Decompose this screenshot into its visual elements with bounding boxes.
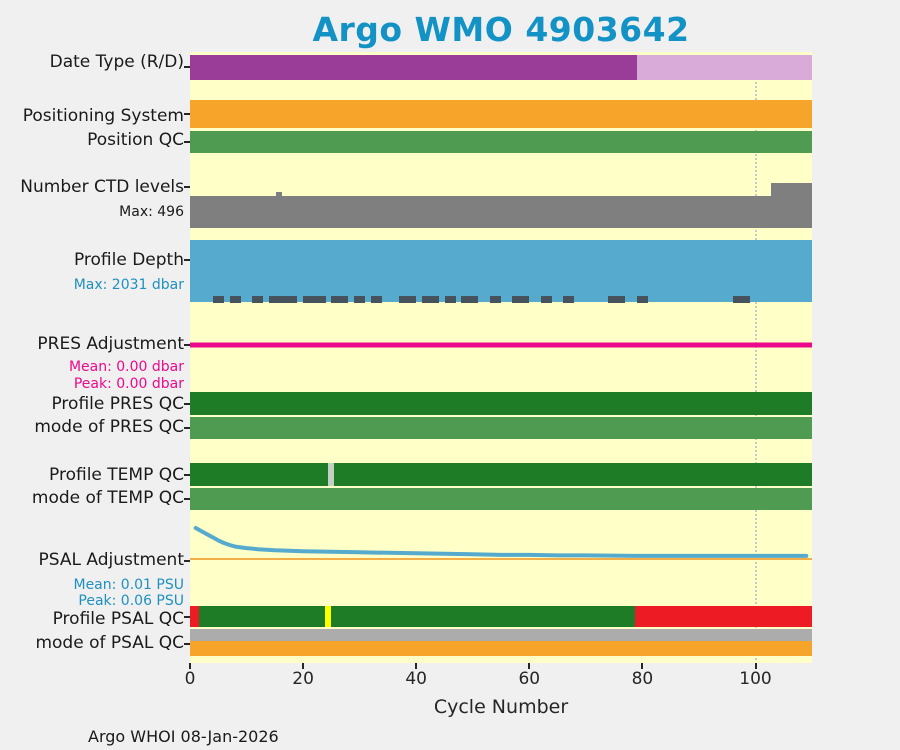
profile-depth-depth-mark bbox=[252, 296, 264, 303]
x-axis-tick-label: 80 bbox=[631, 669, 654, 689]
psal-adjustment-zero-line-bar bbox=[190, 558, 812, 560]
profile-depth-depth-mark bbox=[303, 296, 326, 303]
label-psal-peak: Peak: 0.06 PSU bbox=[78, 593, 184, 609]
y-axis-tick bbox=[184, 403, 190, 405]
date-type-bar bbox=[190, 55, 637, 80]
mode-of-psal-qc-bar bbox=[190, 629, 812, 641]
x-axis-tick bbox=[189, 663, 191, 669]
label-mode-of-temp-qc: mode of TEMP QC bbox=[31, 488, 184, 508]
y-axis-tick bbox=[184, 141, 190, 143]
y-axis-tick bbox=[184, 498, 190, 500]
profile-temp-qc-bar bbox=[333, 463, 812, 486]
profile-depth-depth-mark bbox=[461, 296, 479, 303]
label-profile-depth: Profile Depth bbox=[73, 250, 184, 270]
label-pres-peak: Peak: 0.00 dbar bbox=[73, 376, 184, 392]
figure-title: Argo WMO 4903642 bbox=[312, 10, 690, 49]
y-axis-tick bbox=[184, 186, 190, 188]
profile-depth-depth-mark bbox=[354, 296, 366, 303]
label-profile-temp-qc: Profile TEMP QC bbox=[49, 465, 184, 485]
profile-depth-depth-mark bbox=[540, 296, 552, 303]
y-axis-tick bbox=[184, 259, 190, 261]
label-psal-mean: Mean: 0.01 PSU bbox=[73, 577, 184, 593]
label-pres-adjustment: PRES Adjustment bbox=[37, 334, 184, 354]
x-axis-tick-label: 60 bbox=[518, 669, 541, 689]
label-profile-psal-qc: Profile PSAL QC bbox=[52, 609, 184, 629]
profile-depth-depth-mark bbox=[489, 296, 501, 303]
x-axis-tick-label: 100 bbox=[739, 669, 772, 689]
profile-psal-qc-bar bbox=[325, 606, 331, 627]
plot-area bbox=[190, 52, 812, 663]
y-axis-tick bbox=[184, 113, 190, 115]
profile-psal-qc-bar bbox=[190, 606, 199, 627]
psal-adjustment-line bbox=[193, 526, 809, 558]
mode-of-pres-qc-bar bbox=[190, 417, 812, 439]
x-axis-tick-label: 40 bbox=[405, 669, 427, 689]
profile-depth-depth-mark bbox=[229, 296, 241, 303]
number-ctd-levels-bar bbox=[190, 196, 812, 228]
label-number-ctd-levels: Number CTD levels bbox=[20, 177, 184, 197]
profile-psal-qc-bar bbox=[635, 606, 812, 627]
label-profile-pres-qc: Profile PRES QC bbox=[51, 394, 184, 414]
cycle-100-marker-line bbox=[754, 55, 757, 660]
label-mode-of-psal-qc: mode of PSAL QC bbox=[35, 633, 184, 653]
profile-psal-qc-bar bbox=[330, 606, 635, 627]
label-position-qc: Position QC bbox=[87, 130, 184, 150]
mode-of-temp-qc-bar bbox=[190, 488, 812, 510]
positioning-system-bar bbox=[190, 100, 812, 128]
y-axis-tick bbox=[184, 560, 190, 562]
x-axis-tick-label: 0 bbox=[184, 669, 196, 689]
label-depth-max: Max: 2031 dbar bbox=[73, 277, 184, 293]
date-type-bar bbox=[636, 55, 812, 80]
profile-temp-qc-bar bbox=[328, 463, 334, 486]
x-axis-tick-label: 20 bbox=[292, 669, 314, 689]
x-axis-tick bbox=[641, 663, 644, 669]
y-axis-tick bbox=[184, 616, 190, 618]
profile-depth-depth-mark bbox=[563, 296, 575, 303]
profile-temp-qc-bar bbox=[190, 463, 328, 486]
y-axis-tick bbox=[184, 643, 190, 645]
mode-of-psal-qc-lower-bar bbox=[190, 641, 812, 656]
profile-depth-depth-mark bbox=[399, 296, 417, 303]
label-date-type: Date Type (R/D) bbox=[49, 52, 184, 72]
profile-pres-qc-bar bbox=[190, 392, 812, 415]
footer-credit: Argo WHOI 08-Jan-2026 bbox=[88, 727, 279, 746]
label-positioning-system: Positioning System bbox=[22, 106, 184, 126]
profile-depth-depth-mark bbox=[608, 296, 626, 303]
profile-psal-qc-bar bbox=[199, 606, 326, 627]
number-ctd-levels-bar bbox=[771, 183, 812, 228]
profile-depth-depth-mark bbox=[421, 296, 439, 303]
profile-depth-depth-mark bbox=[212, 296, 224, 303]
label-mode-of-pres-qc: mode of PRES QC bbox=[34, 417, 184, 437]
x-axis-tick bbox=[754, 663, 757, 669]
position-qc-bar bbox=[190, 131, 812, 153]
label-psal-adjustment: PSAL Adjustment bbox=[38, 550, 184, 570]
profile-depth-depth-mark bbox=[370, 296, 383, 303]
label-ctd-max: Max: 496 bbox=[119, 204, 184, 220]
number-ctd-levels-bar bbox=[275, 192, 283, 228]
y-axis-tick bbox=[184, 474, 190, 476]
label-pres-mean: Mean: 0.00 dbar bbox=[68, 359, 184, 375]
profile-depth-depth-mark bbox=[512, 296, 530, 303]
profile-depth-depth-mark bbox=[732, 296, 750, 303]
y-axis-tick bbox=[184, 66, 190, 68]
profile-depth-depth-mark bbox=[269, 296, 298, 303]
x-axis-tick bbox=[415, 663, 418, 669]
y-axis-tick bbox=[184, 344, 190, 346]
profile-depth-depth-mark bbox=[636, 296, 648, 303]
x-axis-tick bbox=[528, 663, 531, 669]
profile-depth-depth-mark bbox=[444, 296, 456, 303]
y-axis-tick bbox=[184, 427, 190, 429]
profile-depth-bar bbox=[190, 240, 812, 302]
x-axis-label: Cycle Number bbox=[433, 696, 569, 718]
x-axis-tick bbox=[302, 663, 305, 669]
profile-depth-depth-mark bbox=[331, 296, 349, 303]
